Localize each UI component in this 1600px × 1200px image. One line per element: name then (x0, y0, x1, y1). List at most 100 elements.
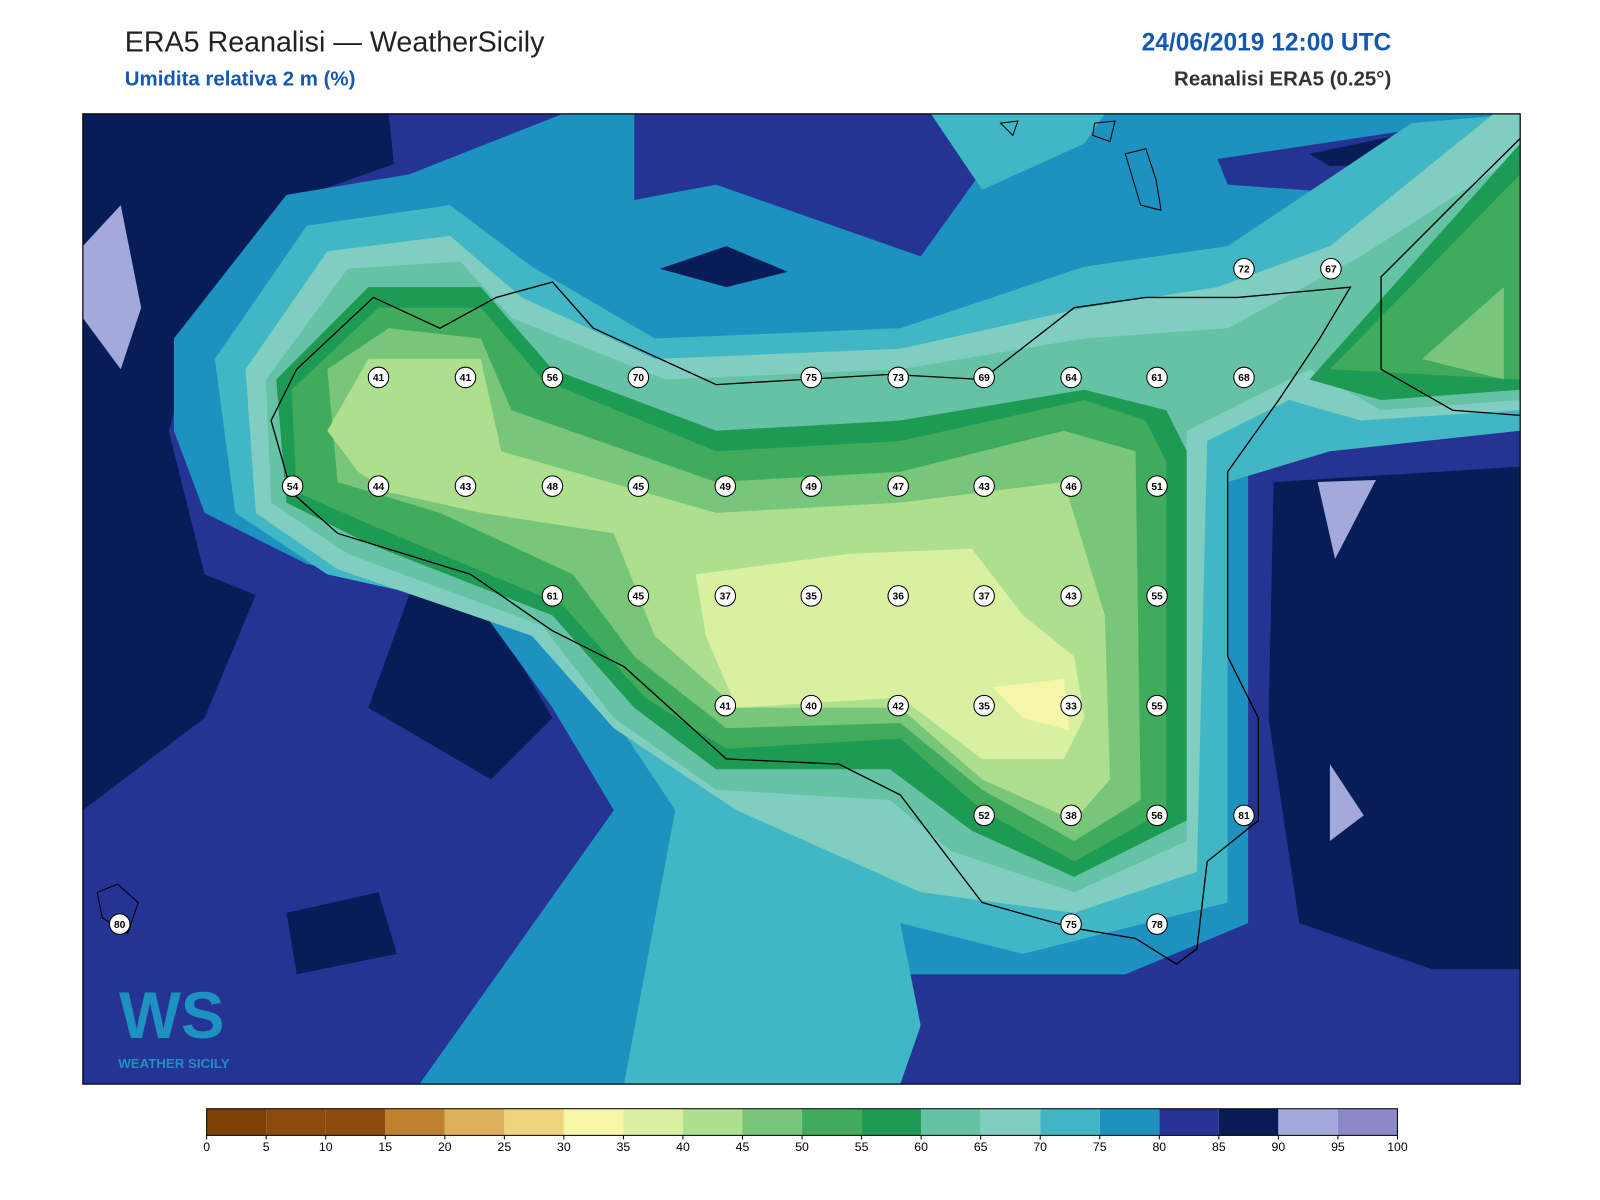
station-marker (1146, 475, 1168, 497)
station-value: 70 (633, 373, 645, 384)
colorbar-swatch (266, 1108, 326, 1136)
station-value: 49 (720, 482, 732, 493)
colorbar-tick-label: 75 (1093, 1140, 1107, 1154)
colorbar-tick-label: 10 (319, 1140, 333, 1154)
colorbar-swatch (325, 1108, 386, 1136)
coastline (96, 120, 1162, 935)
station-marker (1233, 804, 1255, 827)
station-marker (1060, 366, 1082, 389)
colorbar-tick-label: 15 (378, 1140, 392, 1154)
station-marker (887, 366, 909, 389)
station-marker (1146, 585, 1168, 607)
station-marker (627, 585, 650, 607)
colorbar-swatch (1278, 1108, 1338, 1136)
field (286, 892, 397, 975)
station-marker (1146, 913, 1168, 935)
station-value: 46 (1065, 482, 1077, 493)
station-marker (887, 694, 909, 717)
station-marker (800, 694, 822, 717)
station-marker (1060, 585, 1082, 607)
field (1268, 466, 1521, 970)
colorbar-swatch (1099, 1108, 1160, 1136)
station-marker (367, 366, 390, 389)
logo-mark: WS (119, 979, 224, 1052)
colorbar-swatch (1040, 1108, 1100, 1136)
station-marker (281, 475, 304, 497)
station-marker (1233, 257, 1255, 280)
station-value: 44 (373, 482, 385, 493)
station-value: 80 (114, 920, 126, 931)
station-value: 54 (287, 482, 299, 493)
station-marker (973, 585, 995, 607)
station-value: 38 (1065, 811, 1077, 822)
colorbar-swatch (504, 1108, 564, 1136)
station-value: 43 (460, 482, 472, 493)
field (82, 205, 142, 370)
station-value: 61 (547, 592, 559, 603)
colorbar-swatch (206, 1108, 267, 1136)
colorbar-tick-label: 65 (974, 1140, 988, 1154)
station-value: 37 (720, 592, 732, 603)
datetime: 24/06/2019 12:00 UTC (1142, 30, 1392, 57)
colorbar-tick-label: 95 (1331, 1140, 1345, 1154)
station-marker (1320, 257, 1342, 280)
station-marker (714, 694, 737, 717)
station-value: 51 (1151, 482, 1163, 493)
station-value: 35 (978, 701, 990, 712)
station-value: 61 (1151, 373, 1163, 384)
station-marker (714, 475, 737, 497)
title: ERA5 Reanalisi — WeatherSicily (125, 27, 545, 59)
station-marker (887, 475, 909, 497)
station-marker (627, 366, 650, 389)
colorbar-tick-label: 45 (736, 1140, 750, 1154)
colorbar-swatch (742, 1108, 803, 1136)
station-marker (367, 475, 390, 497)
colorbar-tick-label: 0 (203, 1140, 210, 1154)
station-value: 72 (1238, 264, 1250, 275)
stations: 41 41 56 70 75 73 69 64 61 68 72 67 54 44 43 48 45 49 49 47… (108, 257, 1342, 935)
colorbar-swatch (623, 1108, 683, 1136)
source: Reanalisi ERA5 (0.25°) (1174, 67, 1391, 90)
station-value: 52 (978, 811, 990, 822)
station-value: 73 (893, 373, 905, 384)
field (82, 113, 394, 811)
colorbar-tick-label: 100 (1387, 1140, 1408, 1154)
map: WS WEATHER SICILY (82, 113, 1521, 1085)
colorbar-swatch (385, 1108, 445, 1136)
colorbar-tick-label: 30 (557, 1140, 571, 1154)
station-marker (454, 366, 477, 389)
subtitle: Umidita relativa 2 m (%) (125, 67, 356, 90)
colorbar-swatch (444, 1108, 505, 1136)
station-value: 48 (547, 482, 559, 493)
colorbar-swatch (1218, 1108, 1279, 1136)
station-marker (541, 585, 564, 607)
station-marker (973, 366, 995, 389)
colorbar: 0 5 10 15 20 25 30 35 40 45 50 55 60 65 70 75 80 85 90 95 10… (203, 1108, 1408, 1154)
station-marker (541, 475, 564, 497)
station-marker (800, 366, 822, 389)
colorbar-swatch (682, 1108, 743, 1136)
colorbar-tick-label: 60 (914, 1140, 928, 1154)
station-value: 43 (1065, 592, 1077, 603)
station-value: 75 (1065, 920, 1077, 931)
station-marker (1146, 804, 1168, 827)
field (1421, 287, 1504, 380)
station-value: 67 (1325, 264, 1337, 275)
colorbar-swatch (861, 1108, 922, 1136)
colorbar-swatch (802, 1108, 862, 1136)
station-marker (1060, 475, 1082, 497)
station-marker (973, 475, 995, 497)
station-marker (714, 585, 737, 607)
station-value: 56 (547, 373, 559, 384)
station-value: 43 (978, 482, 990, 493)
field (659, 246, 788, 288)
station-value: 64 (1065, 373, 1077, 384)
station-marker (454, 475, 477, 497)
station-value: 75 (806, 373, 818, 384)
station-value: 40 (806, 701, 818, 712)
logo-name: WEATHER SICILY (118, 1056, 230, 1071)
colorbar-tick-label: 5 (263, 1140, 270, 1154)
station-value: 35 (806, 592, 818, 603)
colorbar-swatch (980, 1108, 1041, 1136)
